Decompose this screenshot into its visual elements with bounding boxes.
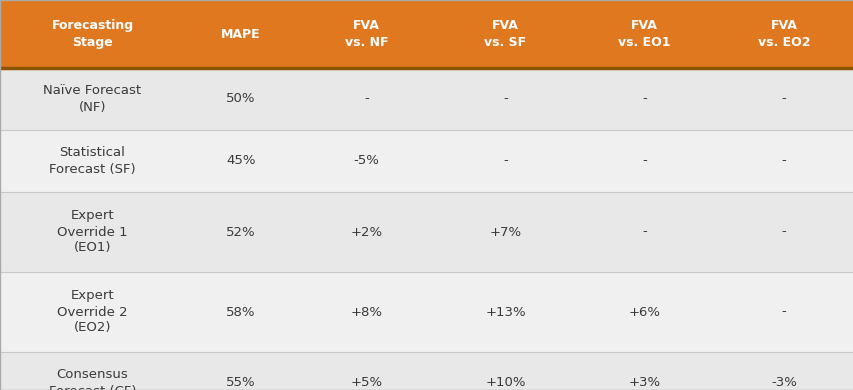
Bar <box>185 0 297 68</box>
Text: 58%: 58% <box>226 305 255 319</box>
Text: -: - <box>502 92 508 106</box>
Text: FVA
vs. NF: FVA vs. NF <box>345 19 388 49</box>
Text: Expert
Override 1
(EO1): Expert Override 1 (EO1) <box>57 209 128 255</box>
Text: +8%: +8% <box>350 305 382 319</box>
Text: Consensus
Forecast (CF): Consensus Forecast (CF) <box>49 369 136 390</box>
Text: -: - <box>780 92 786 106</box>
Text: +10%: +10% <box>485 376 525 390</box>
Text: -: - <box>502 154 508 167</box>
Text: 55%: 55% <box>226 376 256 390</box>
Bar <box>0 272 853 352</box>
Bar <box>574 0 713 68</box>
Text: +7%: +7% <box>489 225 521 239</box>
Bar <box>0 68 853 130</box>
Text: +2%: +2% <box>350 225 382 239</box>
Text: -: - <box>780 154 786 167</box>
Text: 52%: 52% <box>226 225 256 239</box>
Text: Statistical
Forecast (SF): Statistical Forecast (SF) <box>49 147 136 176</box>
Text: 45%: 45% <box>226 154 255 167</box>
Text: -3%: -3% <box>770 376 796 390</box>
Text: -: - <box>641 225 646 239</box>
Text: -: - <box>363 92 368 106</box>
Text: -: - <box>780 225 786 239</box>
Text: +5%: +5% <box>350 376 382 390</box>
Bar <box>436 0 574 68</box>
Bar <box>0 352 853 390</box>
Text: FVA
vs. EO2: FVA vs. EO2 <box>757 19 809 49</box>
Bar <box>713 0 853 68</box>
Text: -: - <box>780 305 786 319</box>
Text: 50%: 50% <box>226 92 255 106</box>
Bar <box>0 192 853 272</box>
Text: -: - <box>641 92 646 106</box>
Text: +13%: +13% <box>485 305 525 319</box>
Text: +3%: +3% <box>628 376 659 390</box>
Text: Expert
Override 2
(EO2): Expert Override 2 (EO2) <box>57 289 128 335</box>
Bar <box>297 0 436 68</box>
Bar <box>0 130 853 192</box>
Text: MAPE: MAPE <box>221 28 260 41</box>
Text: -: - <box>641 154 646 167</box>
Text: FVA
vs. EO1: FVA vs. EO1 <box>618 19 670 49</box>
Bar <box>0 0 185 68</box>
Text: +6%: +6% <box>628 305 659 319</box>
Text: FVA
vs. SF: FVA vs. SF <box>484 19 526 49</box>
Text: -5%: -5% <box>353 154 379 167</box>
Text: Naïve Forecast
(NF): Naïve Forecast (NF) <box>44 85 142 113</box>
Text: Forecasting
Stage: Forecasting Stage <box>51 19 133 49</box>
